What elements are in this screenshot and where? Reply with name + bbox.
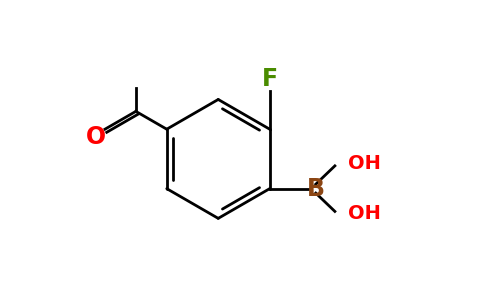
Text: B: B <box>307 177 325 201</box>
Text: OH: OH <box>348 154 381 173</box>
Text: F: F <box>262 67 278 91</box>
Text: O: O <box>86 124 106 148</box>
Text: OH: OH <box>348 204 381 223</box>
